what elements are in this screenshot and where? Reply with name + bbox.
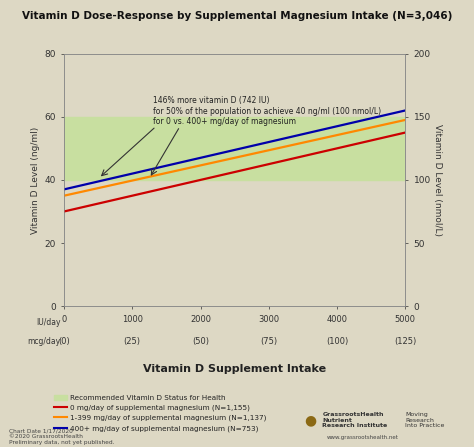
Y-axis label: Vitamin D Level (nmol/L): Vitamin D Level (nmol/L) [433, 124, 442, 236]
Text: GrassrootsHealth
Nutrient
Research Institute: GrassrootsHealth Nutrient Research Insti… [322, 412, 388, 429]
Text: (50): (50) [192, 337, 209, 346]
Text: (125): (125) [394, 337, 416, 346]
Text: Chart Date 1/17/2020
©2020 GrassrootsHealth
Preliminary data, not yet published.: Chart Date 1/17/2020 ©2020 GrassrootsHea… [9, 428, 115, 445]
Text: (0): (0) [58, 337, 70, 346]
Bar [64, 117, 405, 180]
Text: (25): (25) [124, 337, 141, 346]
Text: Vitamin D Dose-Response by Supplemental Magnesium Intake (N=3,046): Vitamin D Dose-Response by Supplemental … [22, 11, 452, 21]
Legend: Recommended Vitamin D Status for Health, 0 mg/day of supplemental magnesium (N=1: Recommended Vitamin D Status for Health,… [51, 392, 269, 434]
Text: mcg/day: mcg/day [27, 337, 61, 346]
Text: 146% more vitamin D (742 IU)
for 50% of the population to achieve 40 ng/ml (100 : 146% more vitamin D (742 IU) for 50% of … [153, 97, 381, 126]
Text: ●: ● [304, 413, 317, 427]
Text: www.grassrootshealth.net: www.grassrootshealth.net [327, 435, 399, 440]
Text: (100): (100) [326, 337, 348, 346]
Y-axis label: Vitamin D Level (ng/ml): Vitamin D Level (ng/ml) [31, 127, 40, 233]
Text: IU/day: IU/day [36, 318, 61, 327]
Text: Moving
Research
Into Practice: Moving Research Into Practice [405, 412, 445, 429]
Text: Vitamin D Supplement Intake: Vitamin D Supplement Intake [143, 364, 326, 374]
Text: (75): (75) [260, 337, 277, 346]
